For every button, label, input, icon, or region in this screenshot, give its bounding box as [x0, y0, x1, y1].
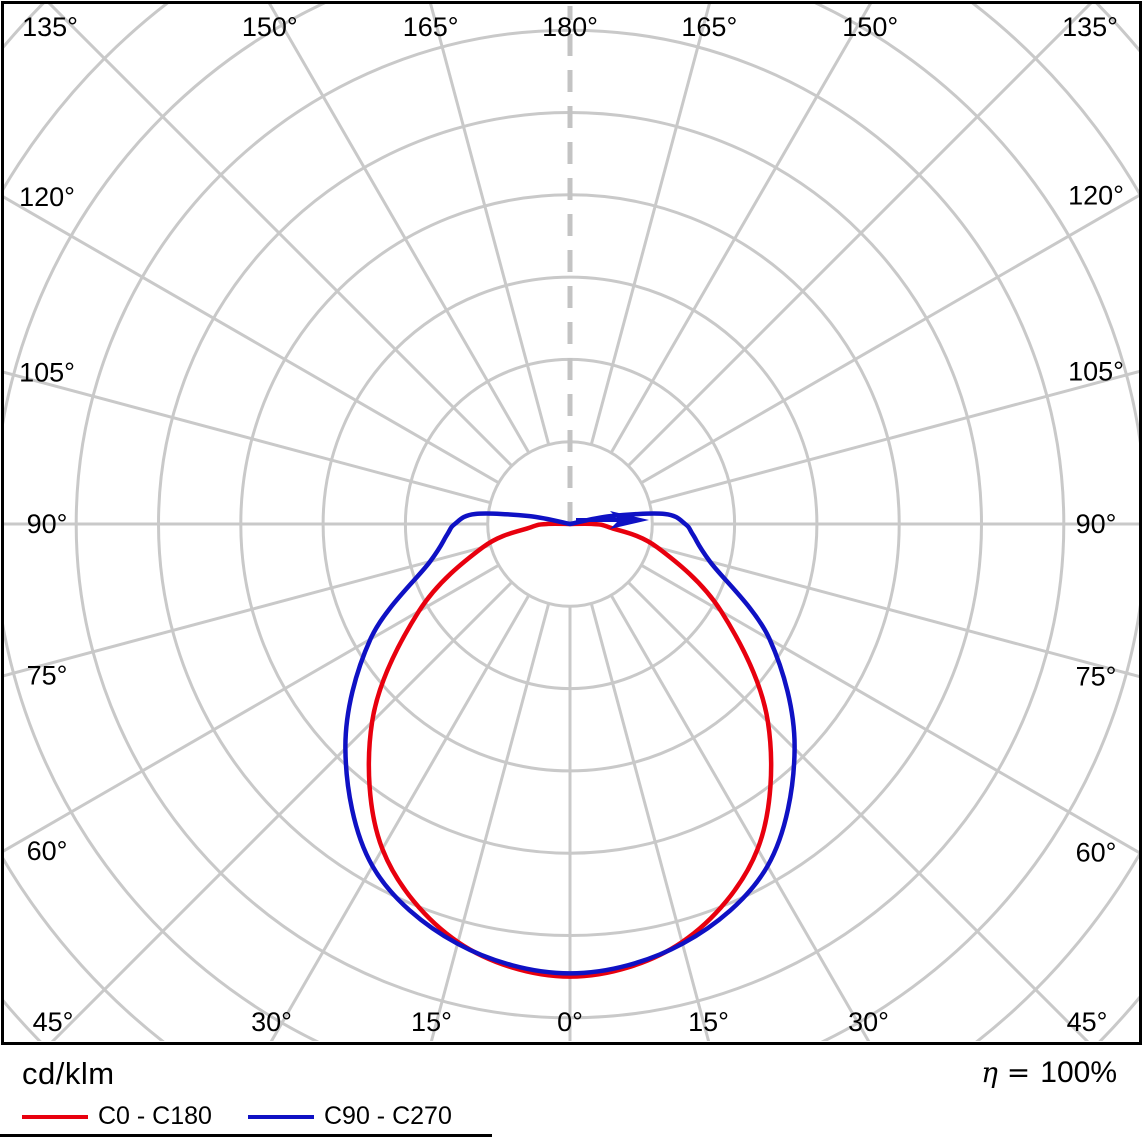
unit-label: cd/klm: [22, 1056, 115, 1091]
angle-label: 165°: [403, 12, 459, 42]
efficiency-value: 100%: [1040, 1056, 1117, 1089]
angle-label: 105°: [19, 357, 75, 387]
legend-swatch-blue: [248, 1114, 314, 1119]
angle-label: 0°: [557, 1007, 583, 1037]
legend-swatch-red: [22, 1114, 88, 1119]
radial-line: [4, 370, 491, 505]
legend-label-c90-c270: C90 - C270: [324, 1102, 452, 1130]
angle-label: 75°: [1076, 661, 1117, 691]
angle-label: 30°: [848, 1007, 889, 1037]
radial-line: [50, 581, 513, 1041]
angle-label: 60°: [1076, 838, 1117, 868]
radial-line: [4, 543, 491, 678]
radial-line: [269, 594, 531, 1041]
angle-label: 15°: [411, 1007, 452, 1037]
angle-label: 165°: [681, 12, 737, 42]
radial-line: [609, 4, 872, 454]
angle-label: 150°: [242, 12, 298, 42]
radial-line: [429, 4, 551, 445]
angle-label: 135°: [1062, 12, 1118, 42]
angle-label: 45°: [1067, 1007, 1108, 1037]
efficiency-label: η = 100%: [981, 1056, 1117, 1090]
angle-label: 45°: [33, 1007, 74, 1037]
radial-line: [609, 594, 871, 1041]
curve-c0-c180: [366, 521, 774, 979]
angle-labels: 0° 15° 15° 30° 30° 45° 45° 60° 60° 75° 75° 90° 90° 10…: [19, 12, 1124, 1037]
angle-label: 105°: [1068, 357, 1124, 387]
radial-line: [627, 581, 1090, 1041]
plot-border: [1, 1, 1142, 1045]
radial-line: [640, 563, 1139, 855]
legend-item-c0-c180: C0 - C180: [22, 1102, 212, 1131]
radial-line: [589, 603, 711, 1041]
angle-label: 180°: [542, 12, 598, 42]
radial-line: [47, 4, 513, 467]
legend-underline: [0, 1134, 492, 1137]
legend-label-c0-c180: C0 - C180: [98, 1102, 212, 1130]
radial-line: [640, 193, 1139, 485]
radial-line: [627, 4, 1093, 467]
radial-line: [4, 195, 500, 485]
angle-label: 75°: [27, 661, 68, 691]
angle-label: 60°: [27, 836, 68, 866]
legend-item-c90-c270: C90 - C270: [248, 1102, 452, 1131]
angle-label: 90°: [1076, 509, 1117, 539]
angle-label: 150°: [842, 12, 898, 42]
eta-symbol: η =: [981, 1056, 1031, 1089]
polar-chart-svg: 0° 15° 15° 30° 30° 45° 45° 60° 60° 75° 75° 90° 90° 10…: [1, 1, 1142, 1045]
curve-direction-arrow-icon: [610, 511, 649, 529]
angle-label: 90°: [27, 509, 68, 539]
radial-line: [589, 4, 711, 445]
radial-line: [649, 543, 1139, 679]
angle-label: 120°: [19, 182, 75, 212]
angle-label: 30°: [251, 1007, 292, 1037]
angle-label: 15°: [688, 1007, 729, 1037]
polar-grid: [4, 4, 1139, 1041]
angle-label: 120°: [1068, 180, 1124, 210]
radial-line: [4, 563, 500, 853]
curve-c90-c270: [343, 511, 797, 976]
angle-label: 135°: [22, 12, 78, 42]
radial-line: [429, 603, 551, 1041]
legend: C0 - C180 C90 - C270: [0, 1102, 1143, 1132]
intensity-curves: [343, 511, 797, 979]
radial-line: [268, 4, 531, 454]
radial-line: [649, 369, 1139, 505]
